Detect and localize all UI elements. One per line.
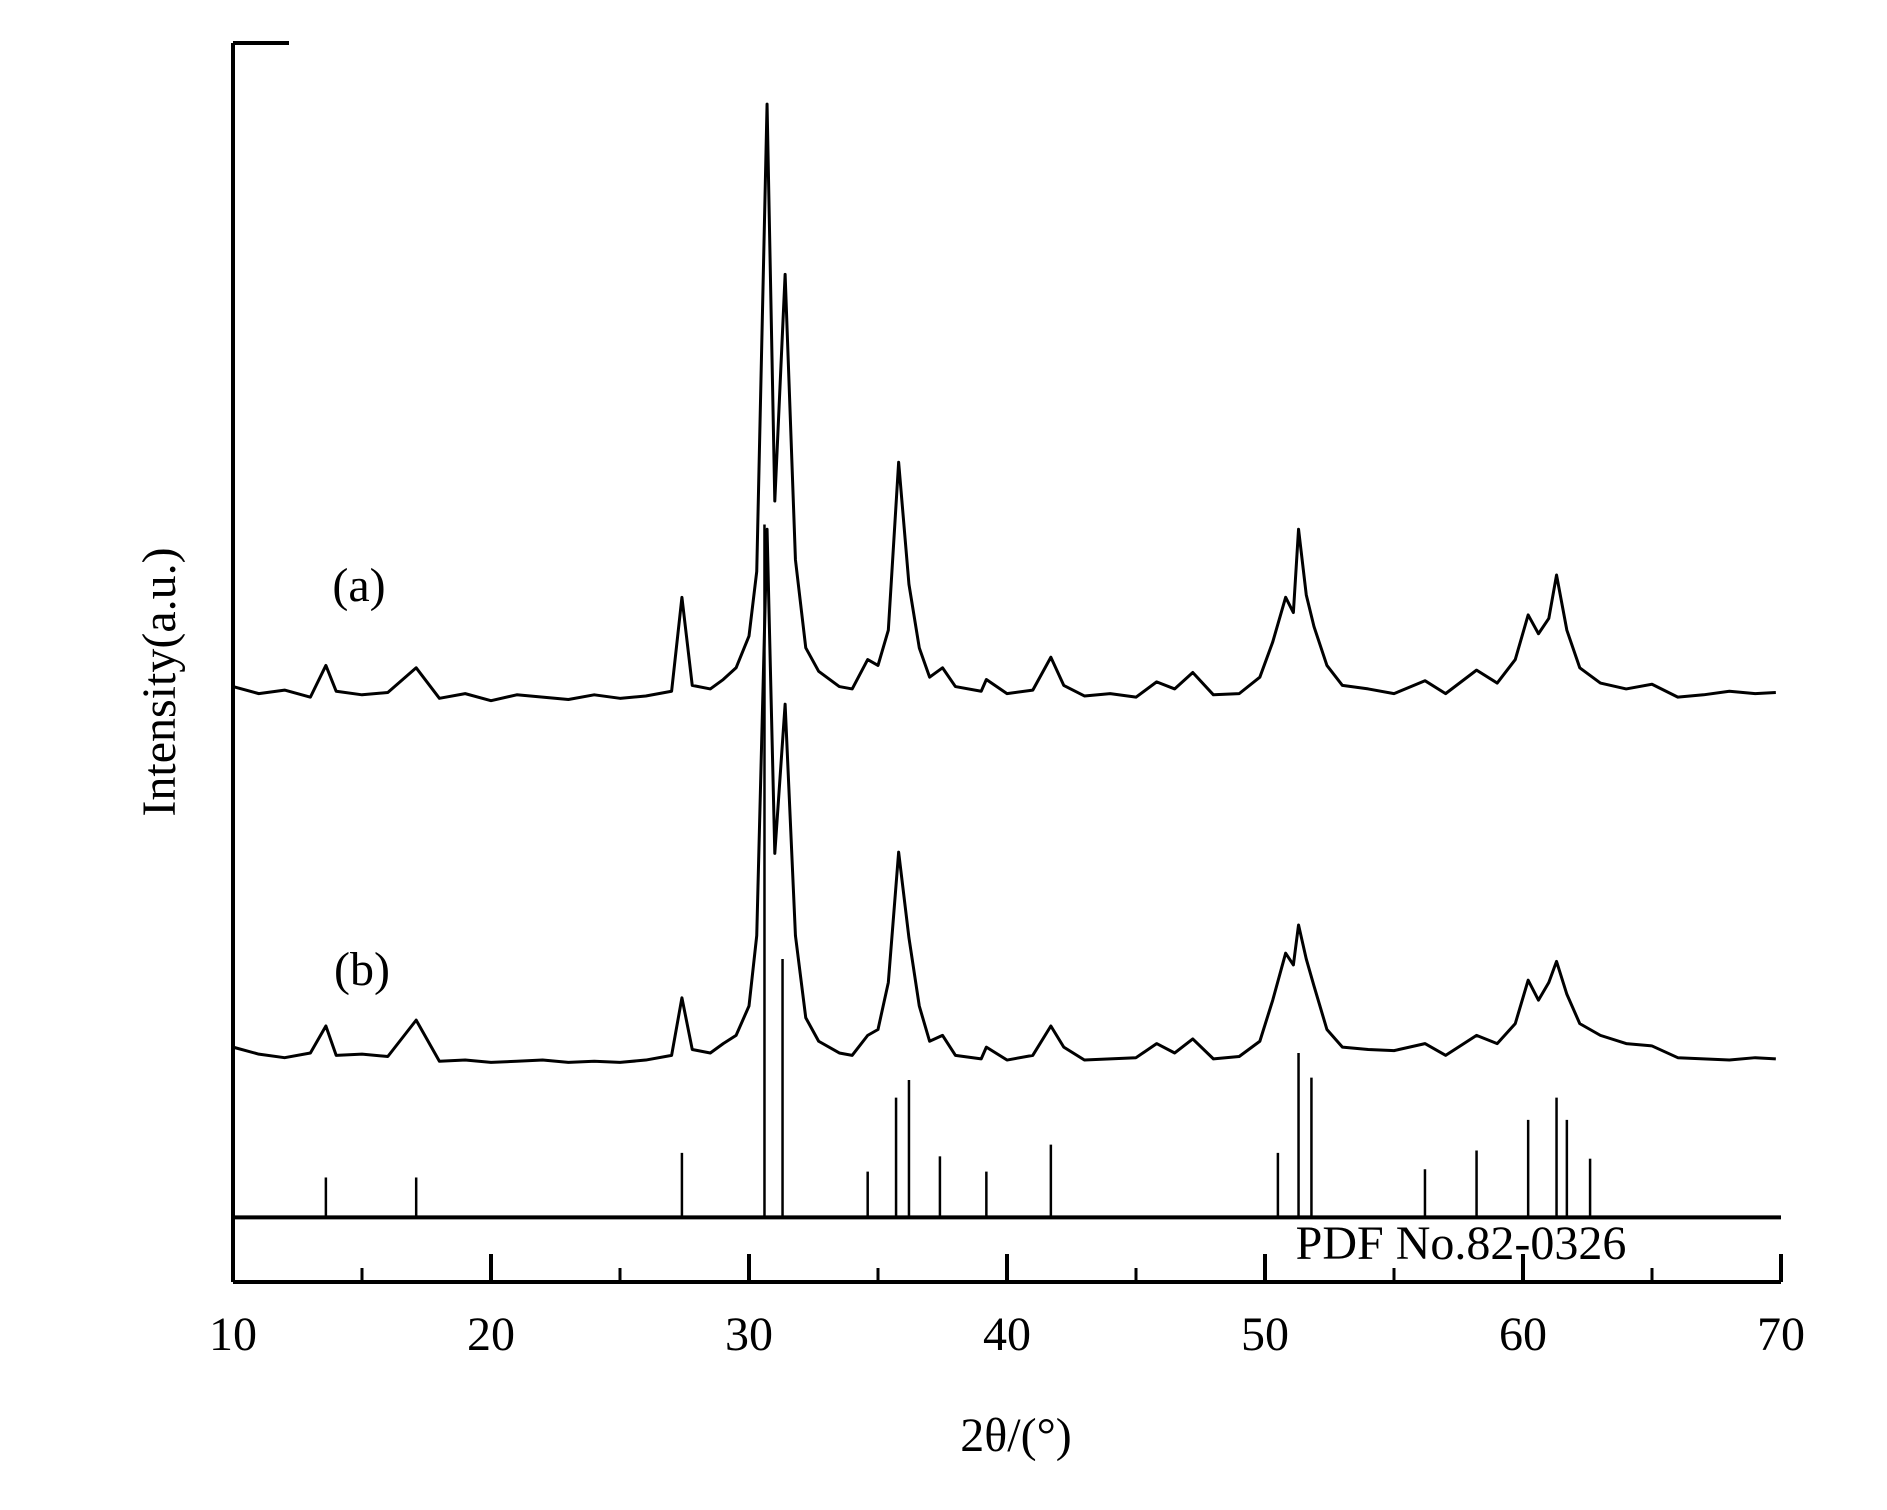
series-line (232, 527, 1776, 1064)
x-tick-label: 10 (209, 1308, 257, 1361)
x-tick-label: 60 (1499, 1308, 1547, 1361)
series-label: (b) (334, 943, 390, 996)
series-label: (a) (332, 559, 385, 612)
y-axis-label: Intensity(a.u.) (133, 547, 186, 816)
series-line (232, 102, 1776, 703)
reference-label: PDF No.82-0326 (1296, 1217, 1627, 1270)
x-tick-label: 20 (467, 1308, 515, 1361)
x-tick-label: 50 (1241, 1308, 1289, 1361)
x-tick-label: 70 (1757, 1308, 1805, 1361)
x-tick-label: 40 (983, 1308, 1031, 1361)
x-tick-label: 30 (725, 1308, 773, 1361)
x-axis-label: 2θ/(°) (960, 1409, 1072, 1462)
